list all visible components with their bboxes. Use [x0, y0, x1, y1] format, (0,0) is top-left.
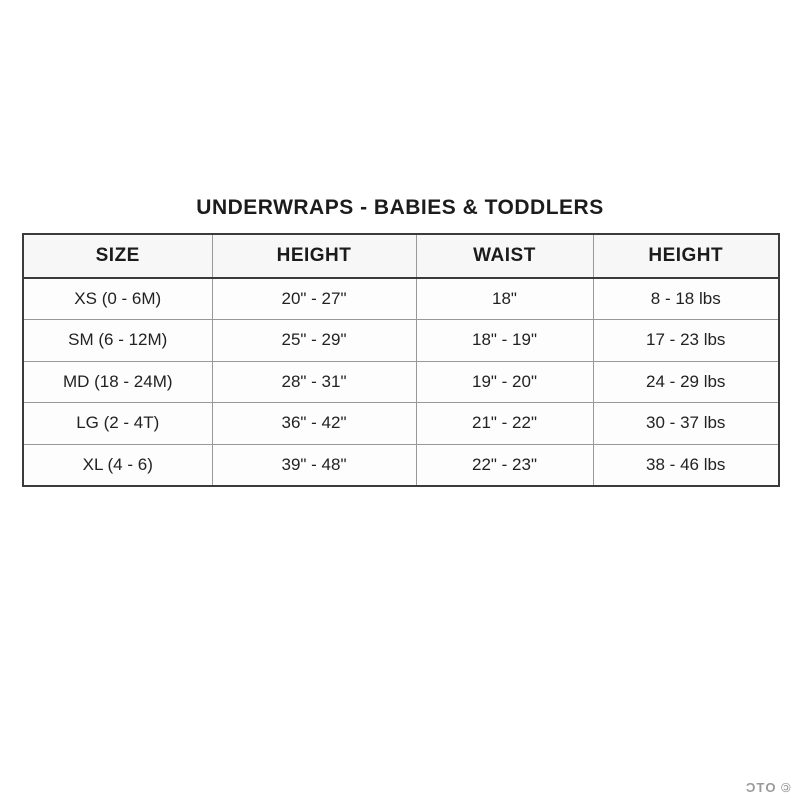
cell-weight: 24 - 29 lbs	[592, 360, 780, 403]
cell-weight: 38 - 46 lbs	[592, 443, 780, 486]
cell-size: MD (18 - 24M)	[22, 360, 213, 403]
header-size: SIZE	[22, 233, 213, 279]
cell-size: XL (4 - 6)	[22, 443, 213, 486]
cell-waist: 18" - 19"	[415, 319, 594, 362]
cell-height: 20" - 27"	[211, 277, 417, 320]
cell-waist: 18"	[415, 277, 594, 320]
header-height-2: HEIGHT	[592, 233, 780, 279]
table-row: MD (18 - 24M) 28" - 31" 19" - 20" 24 - 2…	[22, 360, 780, 403]
cell-height: 28" - 31"	[211, 360, 417, 403]
cell-size: LG (2 - 4T)	[22, 402, 213, 445]
cell-weight: 17 - 23 lbs	[592, 319, 780, 362]
cell-waist: 19" - 20"	[415, 360, 594, 403]
table-header-row: SIZE HEIGHT WAIST HEIGHT	[22, 233, 780, 279]
cell-weight: 30 - 37 lbs	[592, 402, 780, 445]
cell-size: XS (0 - 6M)	[22, 277, 213, 320]
otc-watermark: © OTC	[745, 780, 791, 795]
table-row: XL (4 - 6) 39" - 48" 22" - 23" 38 - 46 l…	[22, 443, 780, 486]
cell-size: SM (6 - 12M)	[22, 319, 213, 362]
size-chart-table: SIZE HEIGHT WAIST HEIGHT XS (0 - 6M) 20"…	[22, 233, 780, 487]
table-row: LG (2 - 4T) 36" - 42" 21" - 22" 30 - 37 …	[22, 402, 780, 445]
cell-waist: 22" - 23"	[415, 443, 594, 486]
cell-waist: 21" - 22"	[415, 402, 594, 445]
page-title: UNDERWRAPS - BABIES & TODDLERS	[196, 196, 604, 219]
cell-height: 39" - 48"	[211, 443, 417, 486]
cell-height: 25" - 29"	[211, 319, 417, 362]
table-row: SM (6 - 12M) 25" - 29" 18" - 19" 17 - 23…	[22, 319, 780, 362]
header-waist: WAIST	[415, 233, 594, 279]
header-height: HEIGHT	[211, 233, 417, 279]
table-row: XS (0 - 6M) 20" - 27" 18" 8 - 18 lbs	[22, 277, 780, 320]
cell-height: 36" - 42"	[211, 402, 417, 445]
cell-weight: 8 - 18 lbs	[592, 277, 780, 320]
